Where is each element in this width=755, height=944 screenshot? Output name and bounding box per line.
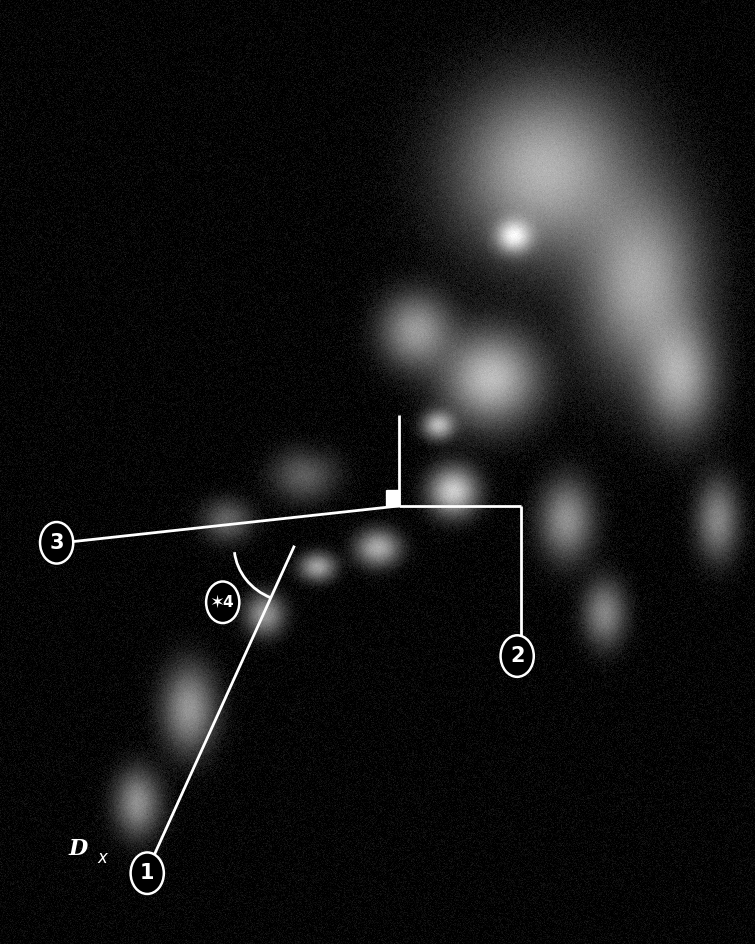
Text: 4: 4 — [223, 595, 233, 610]
Text: 2: 2 — [510, 646, 525, 666]
Text: x: x — [97, 849, 108, 868]
Circle shape — [40, 522, 73, 564]
Circle shape — [501, 635, 534, 677]
Polygon shape — [387, 491, 399, 506]
Text: 3: 3 — [49, 532, 64, 553]
Circle shape — [206, 582, 239, 623]
Text: ✶: ✶ — [209, 593, 224, 612]
Text: 1: 1 — [140, 863, 155, 884]
Text: D: D — [68, 837, 88, 860]
Circle shape — [131, 852, 164, 894]
